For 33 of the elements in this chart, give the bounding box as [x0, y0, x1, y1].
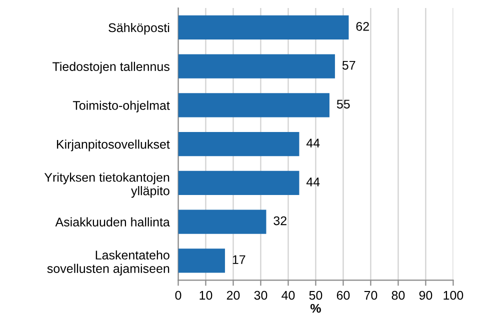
y-tick-label: Yrityksen tietokantojen ylläpito [44, 172, 170, 198]
x-tick-label: 0 [175, 290, 182, 300]
bar [178, 54, 335, 78]
y-tick-label: Toimisto-ohjelmat [72, 100, 170, 112]
bar [178, 210, 266, 234]
data-label: 32 [274, 216, 286, 226]
bar [178, 248, 225, 273]
x-tick-label: 80 [392, 290, 405, 300]
x-axis-title: % [310, 304, 321, 313]
y-tick-label: Tiedostojen tallennus [52, 62, 170, 74]
y-tick-label: Asiakkuuden hallinta [55, 217, 170, 226]
bar [178, 93, 330, 118]
x-tick-label: 50 [309, 290, 322, 300]
y-tick-label: Sähköposti [108, 22, 170, 35]
data-label: 44 [306, 178, 320, 186]
y-tick-label: Kirjanpitosovellukset [56, 140, 170, 152]
x-tick-label: 70 [364, 290, 378, 300]
bar [178, 15, 349, 40]
x-tick-label: 30 [254, 290, 268, 300]
data-label: 55 [336, 100, 350, 109]
bar [178, 132, 300, 156]
x-tick-label: 40 [282, 290, 295, 300]
x-tick-label: 10 [200, 290, 212, 300]
x-tick-label: 100 [444, 290, 464, 300]
bar [178, 170, 300, 196]
x-tick-label: 20 [226, 290, 240, 300]
x-tick-label: 90 [419, 290, 432, 300]
y-tick-label: Laskentateho sovellusten ajamiseen [47, 250, 170, 276]
data-label: 17 [232, 255, 246, 264]
data-label: 57 [342, 60, 356, 70]
x-tick-label: 60 [336, 290, 350, 300]
data-label: 44 [306, 138, 320, 148]
data-label: 62 [356, 22, 369, 31]
